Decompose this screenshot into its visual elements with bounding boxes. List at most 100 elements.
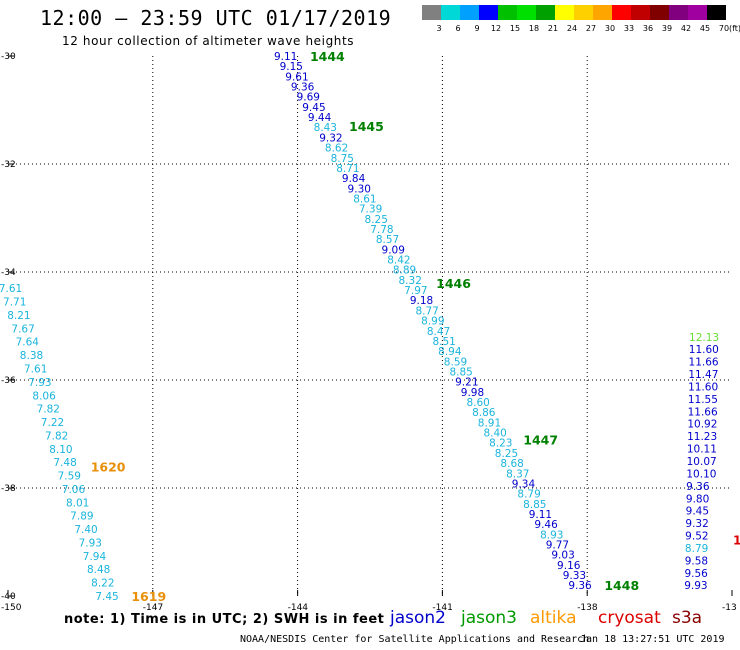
jason2-swh-value: 9.98	[461, 387, 484, 399]
jason2-swh-value: 8.25	[495, 448, 518, 460]
jason2-swh-value: 9.44	[308, 112, 332, 124]
altika-swh-value: 8.21	[7, 310, 30, 322]
jason2-swh-value: 8.62	[325, 143, 348, 155]
jason2-swh-value: 7.78	[370, 224, 393, 236]
jason2-swh-value: 9.03	[551, 550, 574, 562]
y-tick-label: -34	[1, 268, 16, 278]
altika-swh-value: 8.48	[87, 564, 110, 576]
colorbar-swatch	[460, 5, 479, 20]
colorbar-swatch	[536, 5, 555, 20]
jason2-swh-value: 9.32	[319, 132, 342, 144]
colorbar-unit: (ft)	[729, 24, 740, 33]
colorbar-label: 33	[624, 24, 634, 33]
jason2-swh-value: 9.36	[291, 82, 315, 94]
jason3-swh-value: 10.10	[686, 468, 716, 480]
x-tick-label: -138	[577, 603, 598, 613]
jason2-swh-value: 9.11	[274, 51, 297, 63]
jason2-pass-label: 1445	[349, 119, 384, 134]
jason2-swh-value: 7.39	[359, 204, 382, 216]
colorbar-swatch	[650, 5, 669, 20]
jason2-swh-value: 8.71	[336, 163, 359, 175]
jason2-swh-value: 9.46	[534, 519, 558, 531]
y-tick-label: -30	[1, 52, 16, 62]
colorbar-swatch	[555, 5, 574, 20]
colorbar-label: 18	[529, 24, 539, 33]
altika-swh-value: 7.40	[74, 524, 97, 536]
altika-swh-value: 8.22	[91, 578, 114, 590]
jason2-swh-value: 9.69	[297, 92, 320, 104]
jason2-swh-value: 8.85	[449, 366, 472, 378]
colorbar-label: 15	[510, 24, 520, 33]
altika-swh-value: 7.45	[95, 591, 118, 603]
jason2-swh-value: 8.86	[472, 407, 496, 419]
cryosat-partial-label: 1	[733, 533, 740, 547]
legend-cryosat: cryosat	[598, 608, 661, 628]
colorbar-label: 24	[567, 24, 577, 33]
colorbar-swatch	[498, 5, 517, 20]
colorbar-swatch	[574, 5, 593, 20]
altika-swh-value: 7.06	[62, 484, 86, 496]
legend-altika: altika	[530, 608, 577, 628]
jason2-swh-value: 8.42	[387, 255, 410, 267]
jason2-swh-value: 8.91	[478, 417, 501, 429]
altika-swh-value: 7.93	[79, 537, 102, 549]
colorbar-swatch	[707, 5, 726, 20]
jason3-swh-value: 9.56	[684, 568, 708, 580]
jason2-swh-value: 9.09	[382, 244, 405, 256]
legend-jason3: jason3	[461, 608, 517, 628]
jason2-swh-value: 9.16	[557, 560, 581, 572]
jason2-swh-value: 7.97	[404, 285, 427, 297]
x-tick-label: -144	[288, 603, 309, 613]
colorbar-label: 36	[643, 24, 653, 33]
colorbar-swatch	[631, 5, 650, 20]
jason2-pass-label: 1448	[604, 578, 639, 593]
altika-pass-label: 1619	[131, 589, 166, 604]
jason3-swh-value: 11.66	[689, 357, 719, 369]
colorbar-swatch	[669, 5, 688, 20]
altika-swh-value: 7.22	[41, 417, 64, 429]
colorbar-swatch	[612, 5, 631, 20]
jason2-swh-value: 8.47	[427, 326, 450, 338]
jason2-pass-label: 1444	[310, 49, 345, 64]
jason2-swh-value: 8.51	[432, 336, 455, 348]
jason2-pass-label: 1446	[436, 276, 471, 291]
altika-pass-label: 1620	[91, 459, 126, 474]
jason3-swh-value: 10.11	[687, 444, 717, 456]
altika-swh-value: 7.64	[16, 337, 40, 349]
colorbar-label: 70	[719, 24, 729, 33]
jason3-swh-value: 11.60	[688, 381, 718, 393]
jason3-swh-value: 9.52	[685, 531, 708, 543]
altika-swh-value: 8.38	[20, 350, 43, 362]
jason2-swh-value: 8.25	[365, 214, 388, 226]
jason2-swh-value: 8.61	[353, 193, 376, 205]
x-tick-label: -147	[143, 603, 163, 613]
jason3-swh-value: 9.58	[685, 555, 708, 567]
x-tick-label: -13	[722, 603, 737, 613]
jason2-pass-label: 1447	[523, 432, 558, 447]
jason2-swh-value: 8.37	[506, 468, 529, 480]
altika-swh-value: 7.61	[24, 363, 47, 375]
jason3-swh-value: 10.07	[687, 456, 717, 468]
altika-swh-value: 7.61	[0, 283, 22, 295]
jason2-swh-value: 8.40	[483, 428, 506, 440]
jason3-swh-value: 9.93	[684, 580, 707, 592]
jason3-swh-value: 11.47	[688, 369, 718, 381]
jason2-swh-value: 8.43	[314, 122, 337, 134]
jason2-swh-value: 8.32	[399, 275, 422, 287]
jason3-swh-value: 11.60	[689, 344, 719, 356]
jason2-swh-value: 8.57	[376, 234, 399, 246]
footer-timestamp: Jan 18 13:27:51 UTC 2019	[580, 634, 725, 645]
jason2-swh-value: 8.79	[517, 489, 540, 501]
colorbar-label: 42	[681, 24, 691, 33]
altika-swh-value: 8.01	[66, 497, 89, 509]
altika-swh-value: 7.59	[58, 471, 81, 483]
altika-swh-value: 8.06	[32, 390, 56, 402]
colorbar-label: 21	[548, 24, 558, 33]
jason2-swh-value: 9.45	[302, 102, 325, 114]
jason2-swh-value: 9.18	[410, 295, 433, 307]
jason2-swh-value: 9.21	[455, 377, 478, 389]
jason2-swh-value: 8.59	[444, 356, 467, 368]
colorbar-label: 3	[436, 24, 441, 33]
altika-swh-value: 7.67	[11, 323, 34, 335]
